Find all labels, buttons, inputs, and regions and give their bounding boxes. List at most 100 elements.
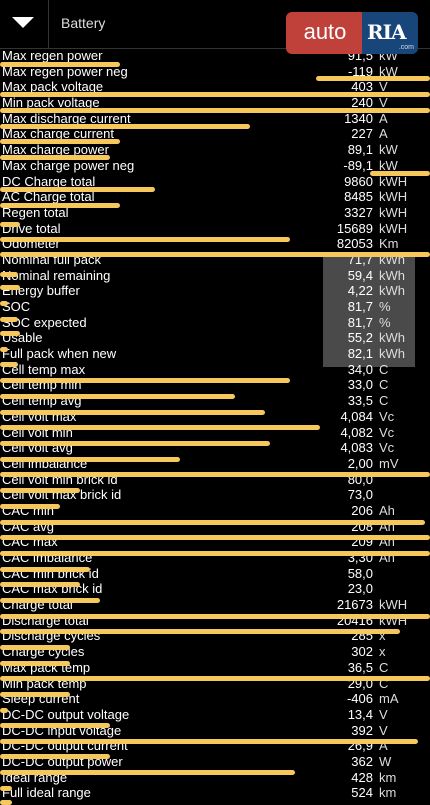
stat-row: Full pack when new 82,1 kWh [0, 346, 430, 362]
stat-label: Odometer [2, 236, 60, 252]
stat-label: CAC max brick id [2, 581, 103, 597]
stat-label: Ideal range [2, 769, 68, 785]
stat-unit: kWH [379, 189, 408, 205]
stat-unit: Ah [379, 518, 395, 534]
stat-unit: % [379, 314, 391, 330]
stat-label: Max charge power neg [2, 157, 135, 173]
stat-value: 227 [351, 126, 373, 142]
stat-label: Cell volt max brick id [2, 487, 122, 503]
stat-unit: kW [379, 63, 398, 79]
stat-label: Discharge cycles [2, 628, 101, 644]
stat-label: Max discharge current [2, 110, 131, 126]
stat-value: 21673 [336, 597, 373, 613]
stat-unit: V [379, 95, 388, 111]
stat-row: Max charge power 89,1 kW [0, 142, 430, 158]
stat-unit: kW [379, 157, 398, 173]
stat-label: DC-DC input voltage [2, 722, 122, 738]
stat-row: Sleep current -406 mA [0, 691, 430, 707]
stat-label: DC Charge total [2, 173, 96, 189]
stat-row: Max pack voltage 403 V [0, 79, 430, 95]
stat-label: AC Charge total [2, 189, 95, 205]
stat-row: Max pack temp 36,5 C [0, 660, 430, 676]
stat-unit: kWH [379, 204, 408, 220]
stat-unit: kW [379, 142, 398, 158]
stat-row: Min pack voltage 240 V [0, 95, 430, 111]
stat-unit: W [379, 753, 392, 769]
stat-label: Nominal remaining [2, 267, 111, 283]
stat-row: Regen total 3327 kWH [0, 205, 430, 221]
stat-label: Drive total [2, 220, 61, 236]
watermark-logo: auto RIA .com [286, 12, 418, 54]
watermark-com-text: .com [398, 44, 414, 51]
stat-label: Cell temp avg [2, 393, 82, 409]
stat-value: 240 [351, 95, 373, 111]
stat-unit: A [379, 110, 388, 126]
stat-value: 81,7 [347, 299, 373, 314]
stat-row: CAC imbalance 3,30 Ah [0, 550, 430, 566]
stat-row: Charge cycles 302 x [0, 644, 430, 660]
stat-label: Cell temp min [2, 377, 82, 393]
battery-stats-list: Max regen power 91,5 kW Max regen power neg… [0, 48, 430, 801]
stat-row: Cell temp avg 33,5 C [0, 393, 430, 409]
stat-value: 71,7 [347, 251, 373, 267]
stat-row: CAC max brick id 23,0 [0, 581, 430, 597]
stat-unit: % [379, 299, 391, 314]
stat-label: Usable [2, 330, 43, 346]
stat-value: 4,082 [340, 424, 373, 440]
stat-row: Cell temp max 34,0 C [0, 362, 430, 378]
stat-label: Min pack voltage [2, 95, 100, 111]
stat-label: Charge total [2, 597, 73, 613]
stat-row: Max charge current 227 A [0, 126, 430, 142]
stat-label: Cell volt max [2, 408, 77, 424]
stat-unit: Vc [379, 408, 395, 424]
stat-label: CAC imbalance [2, 550, 93, 565]
stat-label: Nominal full pack [2, 251, 101, 267]
stat-row: CAC max 209 Ah [0, 534, 430, 550]
stat-unit: kWH [379, 220, 408, 236]
stat-value: 58,0 [347, 565, 373, 581]
stat-unit: kWH [379, 597, 408, 613]
stat-unit: kWH [379, 612, 408, 628]
stat-value: 285 [351, 628, 373, 644]
stat-row: DC-DC output power 362 W [0, 754, 430, 770]
stat-label: DC-DC output power [2, 753, 123, 769]
stat-unit: kWh [379, 283, 405, 299]
stat-value: 89,1 [347, 142, 373, 158]
stat-value: 4,083 [340, 440, 373, 456]
stat-row: DC-DC output voltage 13,4 V [0, 707, 430, 723]
stat-row: Cell volt min 4,082 Vc [0, 425, 430, 441]
stat-row: Nominal remaining 59,4 kWh [0, 268, 430, 284]
stat-label: Full ideal range [2, 785, 91, 801]
stat-unit: Ah [379, 502, 395, 518]
stat-row: CAC avg 208 Ah [0, 519, 430, 535]
stat-value: 208 [351, 518, 373, 534]
stat-value: 209 [351, 534, 373, 550]
stat-row: DC Charge total 9860 kWH [0, 174, 430, 190]
stat-unit: V [379, 722, 388, 738]
stat-row: DC-DC input voltage 392 V [0, 723, 430, 739]
stat-label: Cell temp max [2, 361, 86, 377]
menu-dropdown-button[interactable] [0, 0, 49, 48]
grouped-values-background [323, 256, 415, 367]
stat-value: 33,5 [347, 393, 373, 409]
stat-unit: km [379, 785, 397, 801]
stat-unit: x [379, 628, 386, 644]
stat-value: 9860 [344, 173, 373, 189]
stat-row: SOC expected 81,7% [0, 315, 430, 331]
stat-label: Full pack when new [2, 346, 117, 362]
stat-unit: V [379, 79, 388, 95]
stat-row: Cell volt max brick id 73,0 [0, 487, 430, 503]
stat-value: 1340 [344, 110, 373, 126]
stat-value: 2,00 [347, 455, 373, 471]
stat-row: Cell imbalance 2,00 mV [0, 456, 430, 472]
stat-unit: C [379, 675, 389, 691]
stat-unit: Ah [379, 534, 395, 550]
stat-row: SOC 81,7% [0, 299, 430, 315]
stat-row: Full ideal range 524 km [0, 785, 430, 801]
stat-value: 15689 [336, 220, 373, 236]
stat-unit: C [379, 361, 389, 377]
stat-value: 4,084 [340, 408, 373, 424]
stat-value: 524 [351, 785, 373, 801]
stat-unit: A [379, 738, 388, 754]
stat-row: Drive total 15689 kWH [0, 221, 430, 237]
